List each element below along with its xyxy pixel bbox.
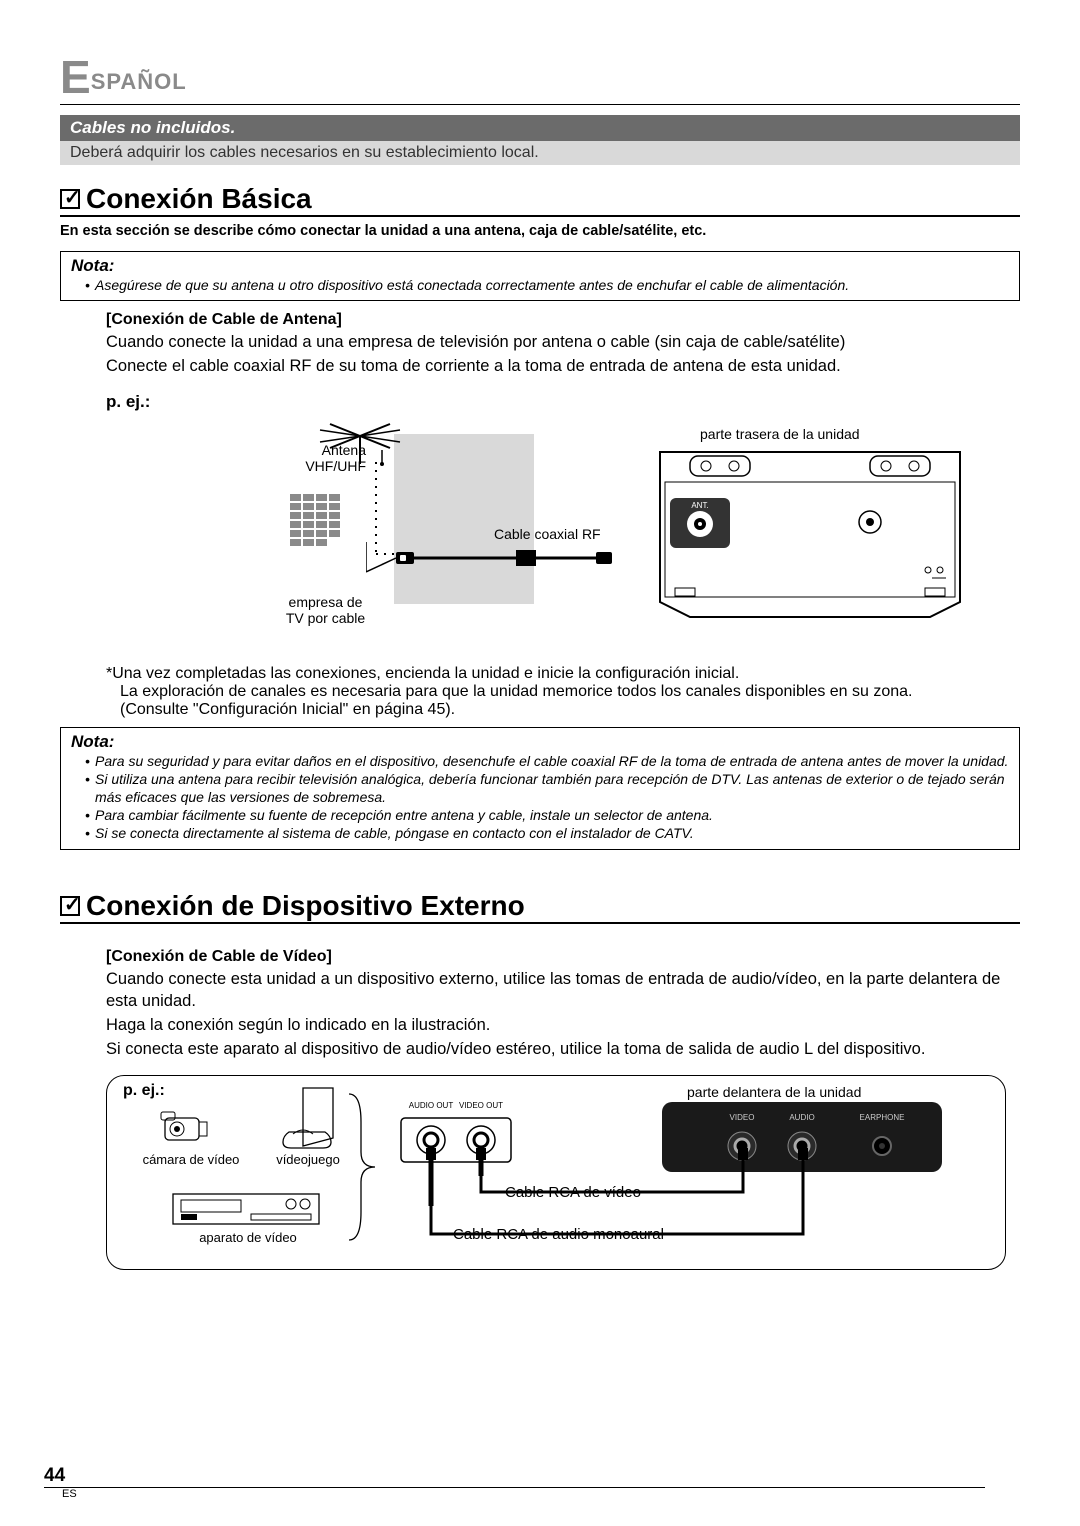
page-header: E SPAÑOL <box>60 50 1020 105</box>
vcr-label: aparato de vídeo <box>193 1230 303 1245</box>
post-diagram-notes: *Una vez completadas las conexiones, enc… <box>60 665 1020 719</box>
example-label-2: p. ej.: <box>123 1082 165 1100</box>
audio-cable-label: Cable RCA de audio monoaural <box>453 1226 664 1243</box>
section-title-text: Conexión Básica <box>86 183 312 215</box>
video-p2: Haga la conexión según lo indicado en la… <box>60 1014 1020 1036</box>
svg-text:ANT.: ANT. <box>691 501 708 510</box>
antenna-p1: Cuando conecte la unidad a una empresa d… <box>60 331 1020 353</box>
game-console-icon <box>273 1086 343 1152</box>
language-label: E SPAÑOL <box>60 50 1020 104</box>
rear-unit-label: parte trasera de la unidad <box>700 426 860 442</box>
nota-item: Asegúrese de que su antena u otro dispos… <box>85 276 1009 294</box>
svg-text:VIDEO: VIDEO <box>730 1113 755 1122</box>
video-cable-label: Cable RCA de vídeo <box>505 1184 641 1201</box>
video-subhead: [Conexión de Cable de Vídeo] <box>60 948 1020 966</box>
post-note-b: (Consulte "Configuración Inicial" en pág… <box>106 701 1020 719</box>
vcr-icon <box>171 1192 321 1228</box>
nota-item: Si utiliza una antena para recibir telev… <box>85 770 1009 806</box>
rf-cable-label: Cable coaxial RF <box>494 526 601 542</box>
antenna-subhead: [Conexión de Cable de Antena] <box>60 311 1020 329</box>
tv-rear-icon: ANT. <box>650 442 970 622</box>
rf-connector-icon <box>396 546 616 570</box>
nota-item: Para cambiar fácilmente su fuente de rec… <box>85 806 1009 824</box>
nota-item: Si se conecta directamente al sistema de… <box>85 824 1009 842</box>
language-rest: SPAÑOL <box>91 69 187 95</box>
post-note-a: La exploración de canales es necesaria p… <box>106 683 1020 701</box>
video-p3: Si conecta este aparato al dispositivo d… <box>60 1038 1020 1060</box>
post-note-star: *Una vez completadas las conexiones, enc… <box>106 665 1020 683</box>
section-basic-connection-title: Conexión Básica <box>60 183 1020 217</box>
game-label: vídeojuego <box>273 1152 343 1167</box>
nota-box-2: Nota: Para su seguridad y para evitar da… <box>60 727 1020 850</box>
cable-company-label: empresa de TV por cable <box>278 594 373 626</box>
cable-company-icon <box>290 494 350 548</box>
camcorder-icon <box>157 1106 217 1146</box>
camcorder-label: cámara de vídeo <box>141 1152 241 1167</box>
nota-list: Asegúrese de que su antena u otro dispos… <box>71 276 1009 294</box>
notice-bar-light: Deberá adquirir los cables necesarios en… <box>60 141 1020 165</box>
notice-bar-dark: Cables no incluidos. <box>60 115 1020 141</box>
nota-item: Para su seguridad y para evitar daños en… <box>85 752 1009 770</box>
nota-list: Para su seguridad y para evitar daños en… <box>71 752 1009 843</box>
check-icon <box>60 896 80 916</box>
section-intro: En esta sección se describe cómo conecta… <box>60 223 1020 239</box>
nota-box-1: Nota: Asegúrese de que su antena u otro … <box>60 251 1020 301</box>
device-bracket-icon <box>347 1092 381 1242</box>
video-p1: Cuando conecte esta unidad a un disposit… <box>60 968 1020 1013</box>
antenna-label: Antena VHF/UHF <box>296 442 366 474</box>
check-icon <box>60 189 80 209</box>
language-initial: E <box>60 50 89 104</box>
svg-text:VIDEO OUT: VIDEO OUT <box>459 1101 503 1110</box>
front-unit-label: parte delantera de la unidad <box>687 1084 861 1100</box>
svg-text:AUDIO: AUDIO <box>789 1113 814 1122</box>
page-number: 44 <box>44 1465 985 1488</box>
example-label-1: p. ej.: <box>60 392 1020 412</box>
section-title-text: Conexión de Dispositivo Externo <box>86 890 525 922</box>
nota-label: Nota: <box>71 256 1009 276</box>
diagram-external: p. ej.: cámara de vídeo vídeojuego apara… <box>106 1075 1006 1270</box>
section-external-device-title: Conexión de Dispositivo Externo <box>60 890 1020 924</box>
footer-lang: ES <box>44 1488 985 1500</box>
antenna-p2: Conecte el cable coaxial RF de su toma d… <box>60 355 1020 377</box>
connection-dots-icon <box>366 462 416 622</box>
svg-text:AUDIO OUT: AUDIO OUT <box>409 1101 454 1110</box>
page-footer: 44 ES <box>44 1465 985 1500</box>
diagram-antenna: Antena VHF/UHF empresa de TV por cable C… <box>60 416 1020 651</box>
svg-text:EARPHONE: EARPHONE <box>860 1113 905 1122</box>
nota-label: Nota: <box>71 732 1009 752</box>
